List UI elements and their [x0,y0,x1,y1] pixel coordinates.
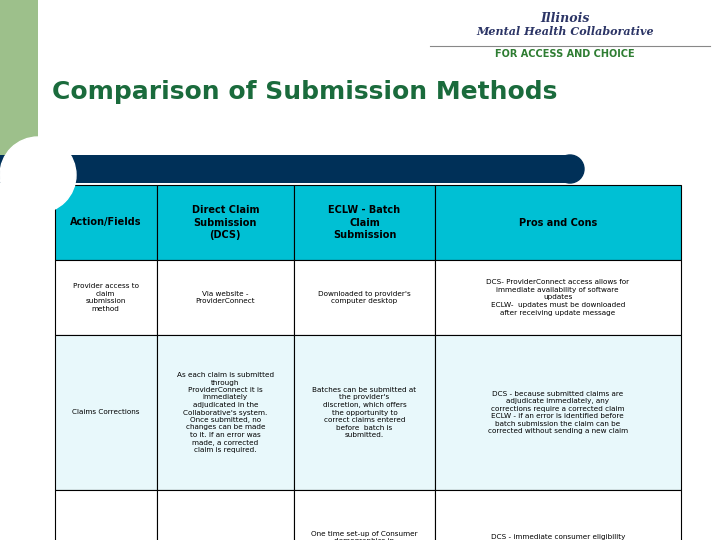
Text: DCS - because submitted claims are
adjudicate immediately, any
corrections requi: DCS - because submitted claims are adjud… [487,391,628,434]
Bar [0,0,38,175]
Bar [435,185,680,260]
Bar [435,490,680,540]
Bar [55,185,156,260]
Circle shape [0,137,76,213]
Bar [156,490,294,540]
Bar [55,490,156,540]
Text: Via website -
ProviderConnect: Via website - ProviderConnect [196,291,255,304]
Bar [156,185,294,260]
Bar [55,260,156,335]
Text: As each claim is submitted
through
ProviderConnect it is
immediately
adjudicated: As each claim is submitted through Provi… [176,372,274,453]
Text: ECLW - Batch
Claim
Submission: ECLW - Batch Claim Submission [328,205,400,240]
Bar [294,335,435,490]
Text: Pros and Cons: Pros and Cons [518,218,597,227]
Text: Comparison of Submission Methods: Comparison of Submission Methods [52,80,557,104]
Bar [156,335,294,490]
Text: Provider access to
claim
submission
method: Provider access to claim submission meth… [73,284,139,312]
Bar [156,260,294,335]
Bar [294,490,435,540]
Text: Claims Corrections: Claims Corrections [72,409,140,415]
Bar [294,260,435,335]
Bar [55,335,156,490]
Text: Direct Claim
Submission
(DCS): Direct Claim Submission (DCS) [192,205,259,240]
Text: Downloaded to provider's
computer desktop: Downloaded to provider's computer deskto… [318,291,411,304]
Text: DCS - immediate consumer eligibility
feedback.
ECLW - eligibility feedback not
r: DCS - immediate consumer eligibility fee… [490,535,625,540]
Text: FOR ACCESS AND CHOICE: FOR ACCESS AND CHOICE [495,49,635,59]
Text: Action/Fields: Action/Fields [70,218,142,227]
Text: Illinois: Illinois [540,12,590,25]
Text: DCS- ProviderConnect access allows for
immediate availability of software
update: DCS- ProviderConnect access allows for i… [486,280,629,315]
Text: Mental Health Collaborative: Mental Health Collaborative [476,26,654,37]
Text: Batches can be submitted at
the provider's
discretion, which offers
the opportun: Batches can be submitted at the provider… [312,387,417,438]
Bar [0,155,570,183]
Bar [294,185,435,260]
Bar [435,335,680,490]
Text: One time set-up of Consumer
demographics in
member screen.
Consumer is selected
: One time set-up of Consumer demographics… [311,531,418,540]
Circle shape [556,155,584,183]
Bar [435,260,680,335]
